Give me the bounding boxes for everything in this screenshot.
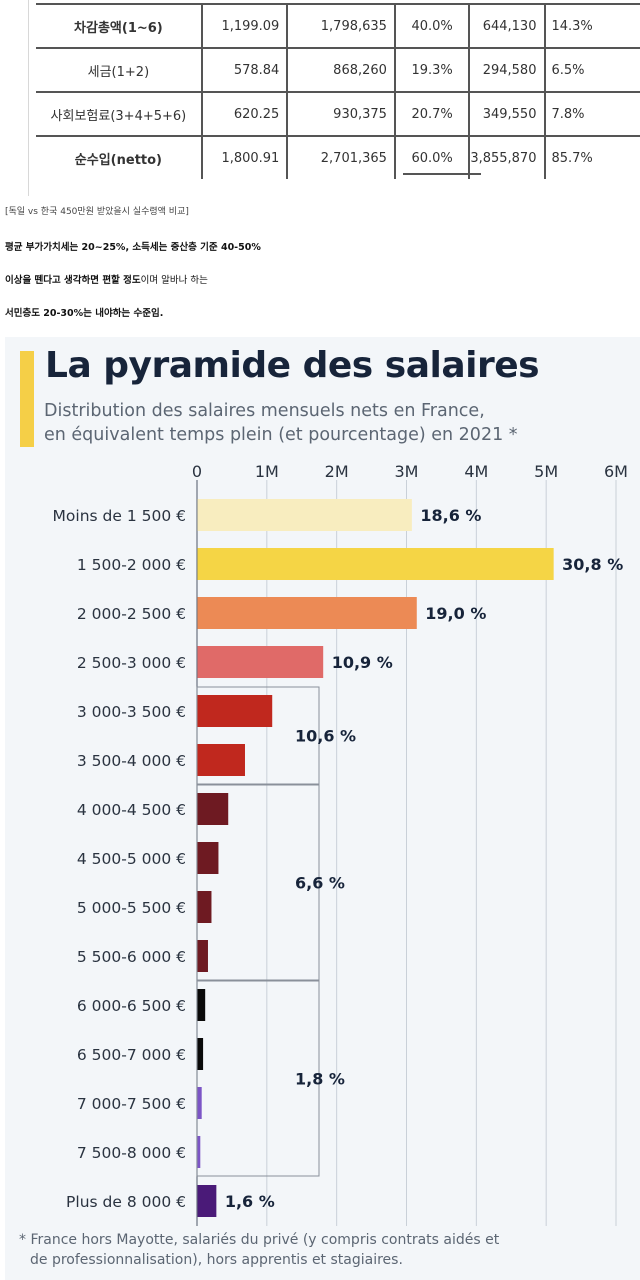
x-tick-label: 4M <box>464 462 488 481</box>
category-label: 5 000-5 500 € <box>77 899 186 917</box>
cell-col2: 930,375 <box>286 91 395 136</box>
row-label: 순수입(netto) <box>36 135 202 179</box>
bar <box>197 842 219 874</box>
table-row: 세금(1+2) 578.84 868,260 19.3% 294,580 6.5% <box>36 47 640 92</box>
chart-title: La pyramide des salaires <box>45 345 540 386</box>
bar <box>197 989 206 1021</box>
bar <box>197 744 245 776</box>
bar <box>197 940 208 972</box>
cell-col5: 6.5% <box>545 47 640 92</box>
post-text-line-1: 평균 부가가치세는 20~25%, 소득세는 중산층 기준 40-50% <box>5 242 261 253</box>
cell-col1: 1,199.09 <box>200 3 288 48</box>
table-row: 차감총액(1~6) 1,199.09 1,798,635 40.0% 644,130 14… <box>36 3 640 48</box>
footnote-line-2: de professionnalisation), hors apprentis… <box>30 1252 403 1268</box>
chart-footnote: * France hors Mayotte, salariés du privé… <box>19 1230 499 1270</box>
chart-subtitle: Distribution des salaires mensuels nets … <box>44 399 518 447</box>
post-text-line-2: 이상을 뗀다고 생각하면 편할 정도이며 알바나 하는 <box>5 272 208 286</box>
x-tick-label: 0 <box>192 462 202 481</box>
row-label: 사회보험료(3+4+5+6) <box>36 91 202 136</box>
footnote-line-1: * France hors Mayotte, salariés du privé… <box>19 1232 500 1248</box>
bar <box>197 1087 202 1119</box>
bar <box>197 646 324 678</box>
category-label: 5 500-6 000 € <box>77 948 186 966</box>
bar <box>197 793 229 825</box>
cell-col3: 19.3% <box>393 47 471 92</box>
cell-col3: 40.0% <box>393 3 471 48</box>
bar-data-label: 30,8 % <box>562 555 623 574</box>
post-text-line-2-bold: 이상을 뗀다고 생각하면 편할 정도 <box>5 275 141 286</box>
cell-col1: 1,800.91 <box>200 135 288 179</box>
bar <box>197 499 412 531</box>
bar-data-label: 18,6 % <box>420 506 481 525</box>
plot-area: 0 1M 2M 3M 4M 5M 6M 10,6 % 6,6 % 1,8 % Moins de 1 … <box>53 462 628 1226</box>
cell-col2: 2,701,365 <box>286 135 395 179</box>
x-tick-label: 5M <box>534 462 558 481</box>
category-label: 7 000-7 500 € <box>77 1095 186 1113</box>
post-text-line-3: 서민층도 20-30%는 내야하는 수준임. <box>5 308 164 319</box>
bar-data-label: 19,0 % <box>425 604 486 623</box>
category-label: 2 000-2 500 € <box>77 605 186 623</box>
group-bracket-box <box>196 686 320 785</box>
chart-subtitle-line-2: en équivalent temps plein (et pourcentag… <box>44 425 518 445</box>
bar <box>197 891 212 923</box>
cell-col4: 3,855,870 <box>469 135 547 179</box>
x-tick-label: 2M <box>325 462 349 481</box>
salary-pyramid-chart: La pyramide des salaires Distribution de… <box>5 337 640 1280</box>
x-tick-label: 1M <box>255 462 279 481</box>
bar-data-label: 10,9 % <box>332 653 393 672</box>
x-tick-label: 3M <box>395 462 419 481</box>
bar <box>197 695 273 727</box>
cell-col2: 1,798,635 <box>286 3 395 48</box>
row-label: 세금(1+2) <box>36 47 202 92</box>
category-label: 7 500-8 000 € <box>77 1144 186 1162</box>
cell-col3: 20.7% <box>393 91 471 136</box>
bar <box>197 597 417 629</box>
cell-col4: 294,580 <box>469 47 547 92</box>
cell-col5: 85.7% <box>545 135 640 179</box>
group-data-label: 10,6 % <box>295 727 356 746</box>
title-accent-bar <box>20 351 34 447</box>
cell-col2: 868,260 <box>286 47 395 92</box>
cell-col5: 14.3% <box>545 3 640 48</box>
cell-col1: 578.84 <box>200 47 288 92</box>
group-data-label: 1,8 % <box>295 1070 345 1089</box>
category-label: 4 000-4 500 € <box>77 801 186 819</box>
highlight-box-bottom <box>403 173 481 175</box>
row-label: 차감총액(1~6) <box>36 3 202 48</box>
category-label: Plus de 8 000 € <box>66 1193 186 1211</box>
category-label: 3 000-3 500 € <box>77 703 186 721</box>
group-bracket-box <box>196 784 320 981</box>
image-edge-line <box>28 0 29 196</box>
bar-data-label: 1,6 % <box>225 1192 275 1211</box>
cell-col5: 7.8% <box>545 91 640 136</box>
category-label: 2 500-3 000 € <box>77 654 186 672</box>
bar <box>197 548 554 580</box>
category-label: Moins de 1 500 € <box>53 507 186 525</box>
category-label: 1 500-2 000 € <box>77 556 186 574</box>
bar <box>197 1038 204 1070</box>
post-top-section: 차감총액(1~6) 1,199.09 1,798,635 40.0% 644,130 14… <box>0 0 640 330</box>
post-text-line-2-rest: 이며 알바나 하는 <box>140 275 208 286</box>
group-data-label: 6,6 % <box>295 874 345 893</box>
category-label: 6 500-7 000 € <box>77 1046 186 1064</box>
cell-col4: 644,130 <box>469 3 547 48</box>
tax-comparison-table: 차감총액(1~6) 1,199.09 1,798,635 40.0% 644,130 14… <box>36 3 640 179</box>
cell-col3: 60.0% <box>393 135 471 179</box>
category-label: 6 000-6 500 € <box>77 997 186 1015</box>
table-row: 순수입(netto) 1,800.91 2,701,365 60.0% 3,855,87… <box>36 135 640 179</box>
group-bracket-box <box>196 980 320 1177</box>
category-label: 4 500-5 000 € <box>77 850 186 868</box>
cell-col4: 349,550 <box>469 91 547 136</box>
x-tick-label: 6M <box>604 462 628 481</box>
category-label: 3 500-4 000 € <box>77 752 186 770</box>
table-row: 사회보험료(3+4+5+6) 620.25 930,375 20.7% 349,550 7… <box>36 91 640 136</box>
comparison-caption: [독일 vs 한국 450만원 받았을시 실수령액 비교] <box>5 207 189 217</box>
bar <box>197 1185 217 1217</box>
bar <box>197 1136 201 1168</box>
chart-subtitle-line-1: Distribution des salaires mensuels nets … <box>44 401 485 421</box>
cell-col1: 620.25 <box>200 91 288 136</box>
